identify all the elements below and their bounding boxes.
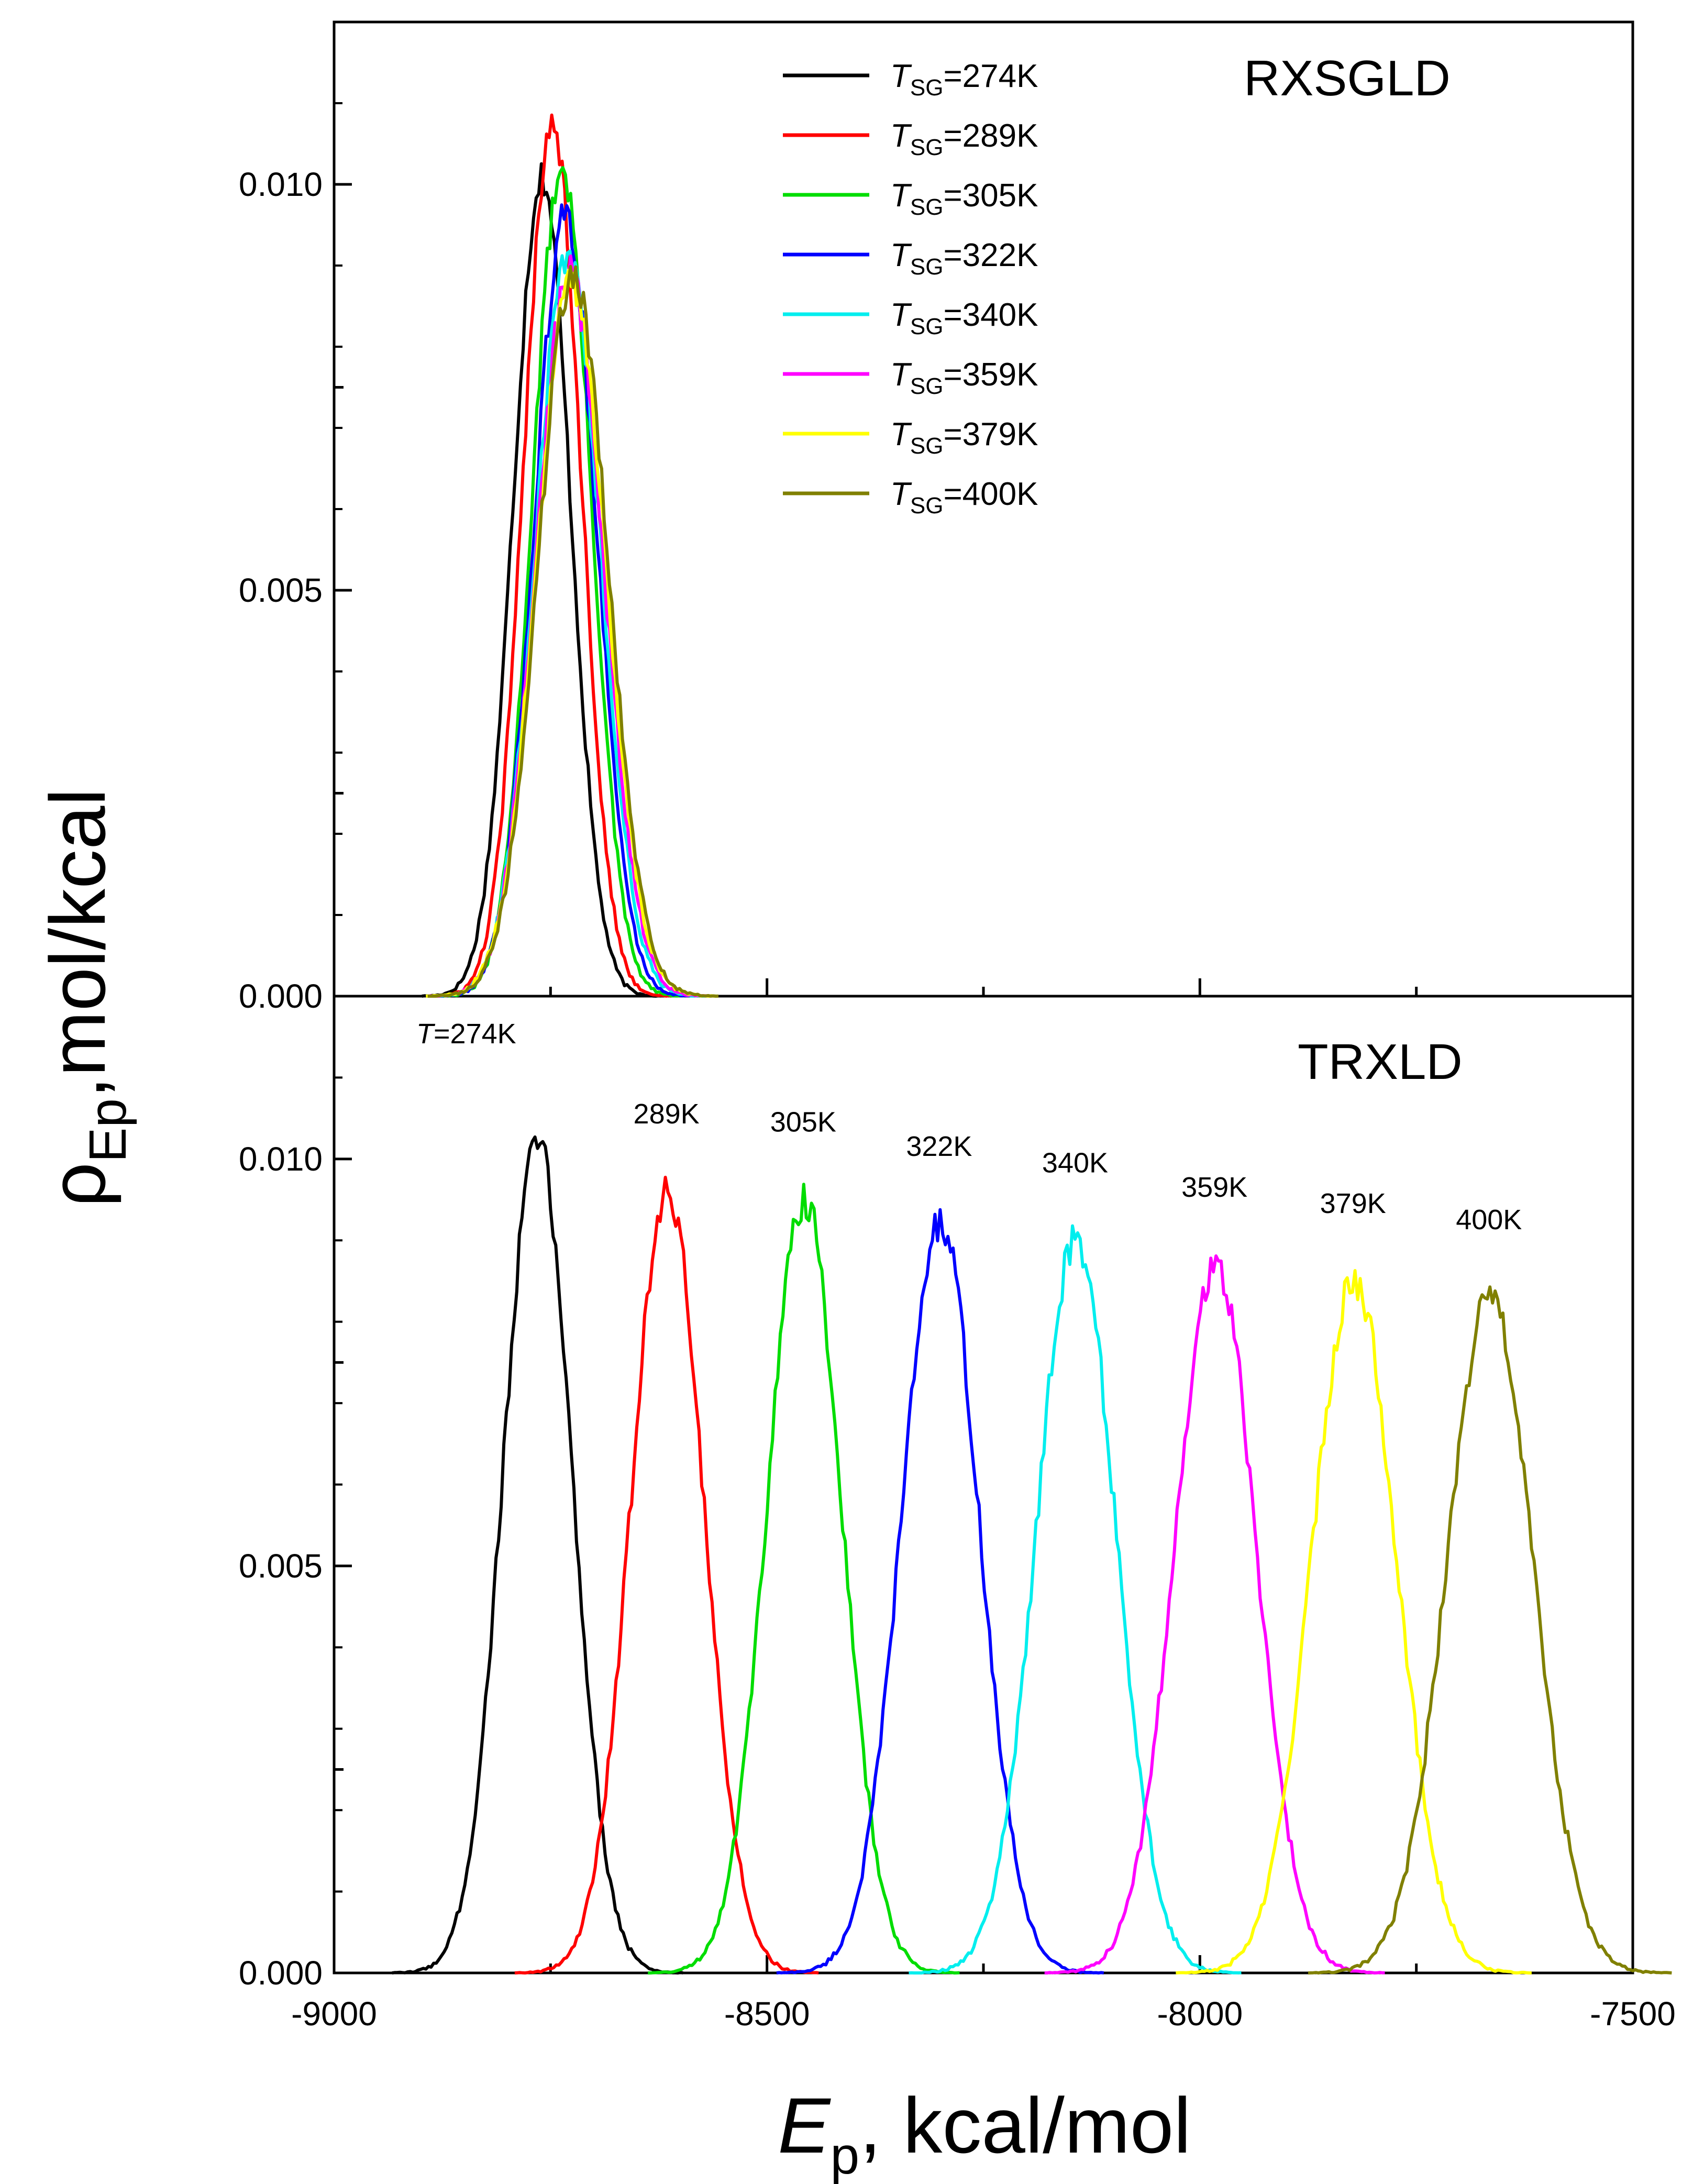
legend-label-sub: SG: [910, 493, 944, 519]
legend-label-prefix: T: [890, 357, 912, 393]
y-tick-label: 0.005: [239, 571, 323, 609]
x-axis-title: Ep, kcal/mol: [778, 2081, 1191, 2184]
legend-label-prefix: T: [890, 178, 912, 214]
x-tick-label: -7500: [1590, 1995, 1676, 2033]
labels: 0.000 0.005 0.010 0.000 0.005 0.010 -9000 -8500…: [239, 58, 1676, 2033]
legend-label-sub: SG: [910, 254, 944, 280]
legend-label-value: =305K: [943, 178, 1038, 214]
legend-label-sub: SG: [910, 314, 944, 339]
series-line-bottom-2: [648, 1183, 960, 1975]
legend-label: TSG=322K: [890, 237, 1038, 280]
y-tick-label: 0.000: [239, 977, 323, 1015]
legend-label: TSG=274K: [890, 58, 1038, 101]
peak-label: 305K: [770, 1107, 836, 1138]
x-tick-label: -9000: [291, 1995, 377, 2033]
legend-label-prefix: T: [890, 476, 912, 512]
series-line-top-5: [427, 254, 711, 998]
legend-label: TSG=340K: [890, 297, 1038, 339]
peak-label-prefix: T: [416, 1018, 436, 1050]
series-line-bottom-4: [909, 1224, 1242, 1975]
peak-label: 359K: [1181, 1172, 1247, 1203]
legend-label-sub: SG: [910, 194, 944, 220]
peak-label: 340K: [1042, 1147, 1108, 1178]
peak-label-value: =274K: [434, 1018, 516, 1050]
legend-label: TSG=379K: [890, 416, 1038, 459]
y-tick-label: 0.010: [239, 166, 323, 203]
x-tick-label: -8000: [1157, 1995, 1243, 2033]
legend-label-sub: SG: [910, 135, 944, 160]
x-axis-title-sub: p: [830, 2126, 859, 2184]
series-line-top-3: [434, 203, 694, 998]
peak-label-value: 305K: [770, 1107, 836, 1138]
legend-label-sub: SG: [910, 373, 944, 399]
y-tick-label: 0.010: [239, 1140, 323, 1178]
legend-label-value: =379K: [943, 416, 1038, 453]
peak-label-value: 400K: [1456, 1204, 1522, 1236]
curves: [392, 113, 1672, 1975]
x-tick-label: -8500: [724, 1995, 810, 2033]
legend-label-value: =400K: [943, 476, 1038, 512]
legend-label-value: =289K: [943, 118, 1038, 154]
y-axis-title: ρEp,mol/kcal: [34, 788, 137, 1207]
series-line-bottom-6: [1176, 1269, 1532, 1975]
x-axis-title-rest: , kcal/mol: [859, 2081, 1191, 2169]
peak-label-value: 322K: [906, 1131, 972, 1162]
series-line-bottom-5: [1044, 1254, 1385, 1975]
series-line-top-7: [427, 264, 719, 998]
x-axis-title-main: E: [778, 2081, 831, 2169]
series-line-bottom-3: [776, 1208, 1104, 1975]
peak-label: 379K: [1320, 1188, 1386, 1219]
series-line-bottom-1: [514, 1175, 819, 1975]
legend-label: TSG=400K: [890, 476, 1038, 519]
y-axis-title-main: ρ: [34, 1162, 121, 1207]
y-tick-label: 0.000: [239, 1954, 323, 1992]
series-line-top-6: [426, 268, 717, 998]
y-axis-title-rest: ,mol/kcal: [34, 788, 121, 1098]
legend-label-prefix: T: [890, 118, 912, 154]
legend-label-prefix: T: [890, 416, 912, 453]
peak-label-value: 289K: [634, 1098, 700, 1130]
peak-label-value: 379K: [1320, 1188, 1386, 1219]
legend-label-sub: SG: [910, 75, 944, 101]
legend-label-value: =322K: [943, 237, 1038, 273]
legend-label-value: =274K: [943, 58, 1038, 94]
legend-label: TSG=359K: [890, 357, 1038, 399]
top-panel-title: RXSGLD: [1244, 50, 1451, 106]
series-line-bottom-0: [392, 1135, 683, 1975]
peak-label: T=274K: [416, 1018, 516, 1050]
peak-label-value: 340K: [1042, 1147, 1108, 1178]
legend-label: TSG=305K: [890, 178, 1038, 220]
series-line-top-4: [429, 249, 705, 998]
y-tick-label: 0.005: [239, 1547, 323, 1585]
legend-label: TSG=289K: [890, 118, 1038, 160]
bottom-plot-frame: [333, 995, 1634, 1975]
peak-label: 322K: [906, 1131, 972, 1162]
legend-label-prefix: T: [890, 58, 912, 94]
series-line-bottom-7: [1308, 1285, 1672, 1975]
legend-label-prefix: T: [890, 237, 912, 273]
legend-label-value: =359K: [943, 357, 1038, 393]
legend-label-sub: SG: [910, 433, 944, 459]
peak-label: 289K: [634, 1098, 700, 1130]
peak-label-value: 359K: [1181, 1172, 1247, 1203]
series-line-top-0: [422, 162, 661, 998]
series-line-top-1: [432, 113, 672, 998]
peak-label: 400K: [1456, 1204, 1522, 1236]
legend-label-value: =340K: [943, 297, 1038, 333]
bottom-panel-title: TRXLD: [1298, 1034, 1463, 1090]
legend-label-prefix: T: [890, 297, 912, 333]
y-axis-title-sub: Ep: [79, 1098, 137, 1162]
